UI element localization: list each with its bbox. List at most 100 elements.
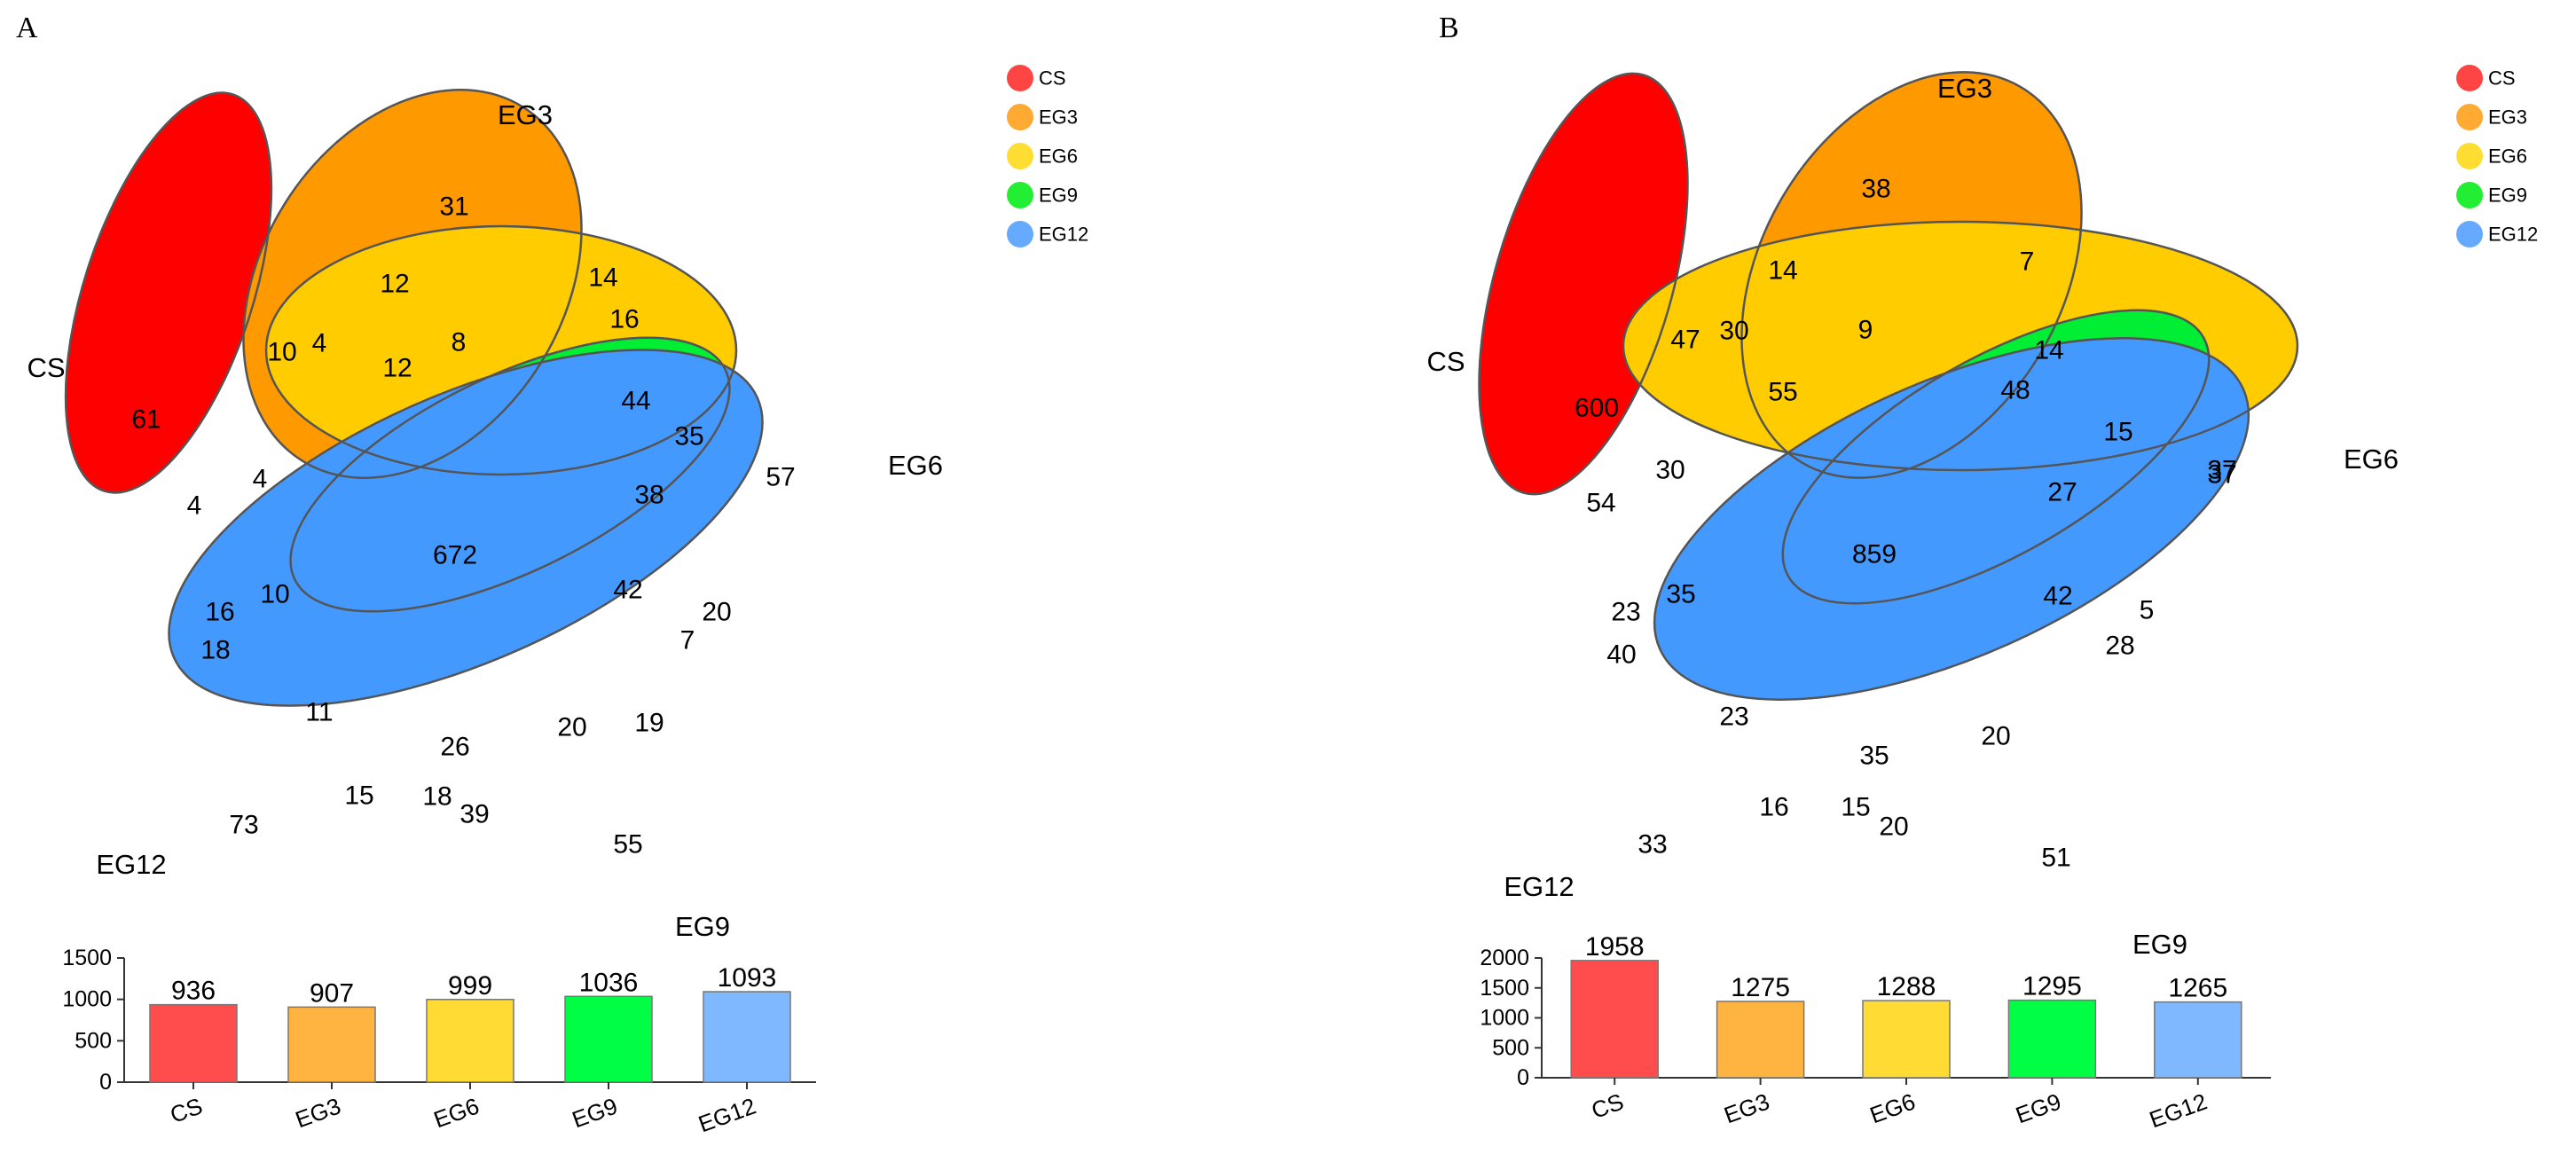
venn-outline-cs: [64, 91, 273, 494]
region-count: 20: [1879, 813, 1908, 842]
region-count: 37: [2207, 456, 2236, 485]
region-count: 40: [1606, 640, 1636, 670]
legend-label: EG9: [1039, 185, 1078, 207]
region-count: 42: [613, 576, 642, 605]
venn-outline-cs: [1478, 72, 1689, 496]
panel-label: B: [1439, 12, 1459, 44]
legend-label: EG12: [1039, 224, 1088, 246]
region-count: 12: [382, 354, 412, 383]
bar: [703, 991, 791, 1083]
region-count: 12: [380, 270, 409, 299]
bar-value-label: 1093: [718, 963, 777, 993]
region-count: 26: [440, 733, 469, 762]
legend-swatch: [1007, 221, 1033, 247]
region-count: 48: [2000, 376, 2030, 405]
region-count: 57: [766, 463, 795, 492]
bar: [149, 1003, 238, 1083]
region-count: 38: [634, 481, 664, 510]
region-count: 859: [1852, 540, 1897, 569]
legend-label: EG9: [2488, 185, 2527, 207]
legend-label: EG6: [1039, 145, 1078, 168]
region-count: 31: [439, 192, 468, 222]
region-count: 14: [588, 263, 617, 293]
region-count: 9: [1858, 316, 1873, 345]
set-label-eg6: EG6: [888, 450, 943, 481]
x-tick-label: EG12: [695, 1092, 759, 1137]
region-count: 54: [1586, 489, 1615, 518]
region-count: 23: [1719, 703, 1748, 732]
region-count: 18: [422, 782, 452, 812]
legend-swatch: [2456, 182, 2483, 208]
y-tick-label: 1000: [62, 987, 112, 1012]
venn-panel-A: A CS EG3 EG6 EG9 EG12 61 31 57 55 73 10 4 12 4 14 16 8 12 4…: [16, 12, 1088, 1137]
region-count: 16: [1759, 793, 1788, 822]
bar-chart: 0 500 1000 1500 936 CS 907 EG3 999 EG6 1036 EG9 1093…: [62, 946, 816, 1137]
region-count: 27: [2047, 478, 2077, 507]
region-count: 47: [1670, 326, 1700, 355]
region-count: 14: [1768, 256, 1797, 286]
venn-outline-eg9: [289, 336, 731, 613]
region-count: 19: [634, 709, 664, 738]
region-count: 30: [1719, 317, 1748, 346]
bar: [564, 995, 653, 1083]
legend-swatch: [2456, 104, 2483, 130]
x-tick-label: CS: [1588, 1087, 1627, 1124]
legend-label: EG3: [2488, 106, 2527, 129]
region-count: 55: [1768, 378, 1797, 407]
region-count: 30: [1655, 456, 1685, 485]
region-count: 73: [229, 811, 258, 840]
legend-label: CS: [1039, 67, 1066, 90]
region-count: 39: [459, 800, 489, 829]
set-label-eg3: EG3: [498, 99, 553, 130]
bar-value-label: 999: [448, 971, 492, 1001]
bar: [2154, 1001, 2242, 1079]
region-count: 28: [2105, 632, 2134, 661]
legend-swatch: [1007, 143, 1033, 169]
region-count: 38: [1861, 175, 1890, 204]
x-tick-label: EG6: [430, 1092, 483, 1133]
legend-label: CS: [2488, 67, 2516, 90]
venn-outline-eg6: [264, 224, 738, 476]
bar: [426, 999, 514, 1083]
x-tick-label: EG9: [2012, 1087, 2064, 1128]
region-count: 15: [344, 781, 373, 811]
set-label-cs: CS: [27, 352, 65, 383]
set-label-eg6: EG6: [2344, 444, 2399, 475]
region-count: 42: [2043, 582, 2072, 611]
set-label-eg12: EG12: [96, 849, 166, 880]
legend-swatch: [2456, 221, 2483, 247]
set-label-eg12: EG12: [1504, 871, 1574, 902]
x-tick-label: EG9: [569, 1092, 621, 1133]
region-count: 4: [253, 465, 268, 494]
set-label-eg9: EG9: [675, 911, 730, 942]
region-count: 7: [680, 626, 695, 656]
legend-swatch: [1007, 65, 1033, 91]
venn-outline-eg3: [1740, 71, 2083, 479]
y-tick-label: 1000: [1480, 1006, 1529, 1031]
y-tick-label: 500: [75, 1028, 112, 1053]
x-tick-label: CS: [167, 1092, 206, 1128]
region-count: 23: [1611, 598, 1640, 627]
bar-chart: 0 500 1000 1500 2000 1958 CS 1275 EG3 1288 EG6 1295…: [1480, 932, 2271, 1133]
region-count: 35: [674, 422, 703, 451]
region-count: 33: [1637, 830, 1667, 860]
legend-label: EG6: [2488, 145, 2527, 168]
y-tick-label: 500: [1492, 1035, 1529, 1060]
region-count: 16: [609, 305, 639, 334]
region-count: 7: [2020, 247, 2035, 277]
y-tick-label: 2000: [1480, 946, 1529, 970]
venn-outline-eg12: [1653, 337, 2250, 701]
legend-swatch: [1007, 104, 1033, 130]
region-count: 20: [1981, 722, 2010, 751]
y-tick-label: 0: [1517, 1065, 1529, 1090]
region-count: 44: [621, 387, 650, 416]
region-count: 4: [312, 329, 327, 358]
region-count: 15: [1841, 793, 1870, 822]
bar-value-label: 1036: [579, 968, 639, 997]
region-count: 11: [305, 698, 333, 727]
bar: [2007, 999, 2097, 1079]
region-count: 15: [2103, 418, 2132, 447]
region-count: 51: [2041, 844, 2070, 873]
